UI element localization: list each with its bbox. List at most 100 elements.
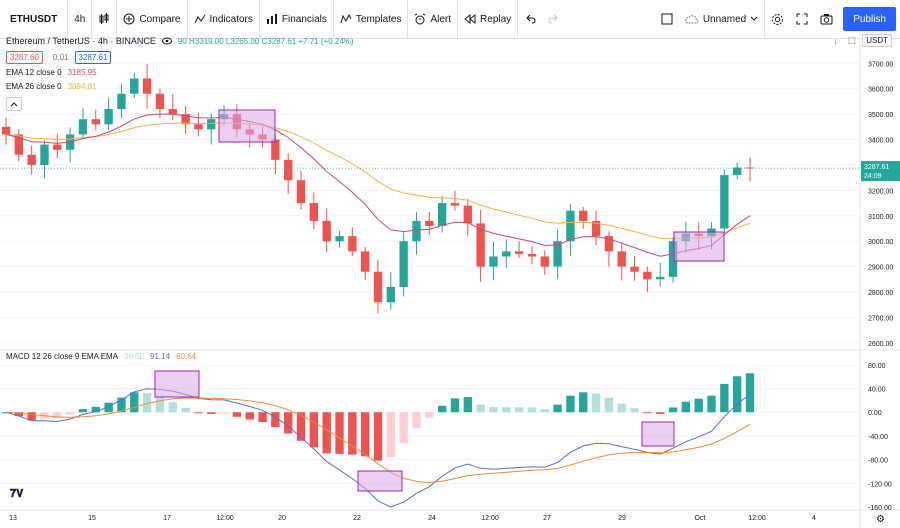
candle-body [425, 220, 434, 226]
macd-histogram-bar [271, 412, 280, 428]
symbol-search-button[interactable]: ETHUSDT [0, 0, 69, 38]
candle-body [322, 220, 331, 242]
templates-icon [340, 13, 352, 24]
price-tick-label: 3400.00 [868, 138, 893, 145]
currency-badge[interactable]: USDT [862, 34, 892, 47]
macd-histogram-bar [117, 397, 126, 413]
maximize-pane-icon[interactable]: ☐ [847, 36, 856, 46]
highlight-box-macd-2[interactable] [357, 470, 403, 492]
macd-histogram-bar [1, 412, 11, 414]
ohlc-values: 90 H3319.00 L3265.00 C3287.61 +7.71 (+0.… [177, 36, 354, 46]
rewind-icon [464, 13, 476, 25]
symbol-label: ETHUSDT [10, 13, 58, 25]
tradingview-logo[interactable]: 𝟕𝐕 [10, 488, 24, 500]
templates-label: Templates [355, 13, 402, 25]
time-tick-label: 12:00 [216, 515, 234, 522]
candle-body [361, 251, 370, 272]
macd-histogram-bar [181, 407, 190, 413]
publish-button[interactable]: Publish [843, 7, 896, 31]
collapse-legend-button[interactable] [6, 97, 22, 111]
macd-histogram-bar [232, 412, 242, 417]
macd-label[interactable]: MACD 12 26 close 9 EMA EMA [6, 352, 119, 361]
time-tick-label: 4 [812, 515, 816, 522]
candle-body [309, 203, 319, 221]
macd-histogram-bar [194, 412, 203, 414]
candle-body [514, 251, 524, 254]
redo-button[interactable] [542, 0, 566, 38]
layout-name-button[interactable]: Unnamed [679, 0, 766, 38]
interval-button[interactable]: 4h [68, 0, 93, 38]
macd-line [5, 388, 751, 508]
ema26-line [5, 122, 751, 240]
macd-histogram-bar [258, 412, 267, 422]
replay-button[interactable]: Replay [458, 0, 519, 38]
financials-button[interactable]: Financials [260, 0, 334, 38]
macd-histogram-bar [219, 412, 229, 414]
indicators-label: Indicators [209, 13, 253, 25]
highlight-box-price-1[interactable] [218, 109, 276, 143]
settings-button[interactable] [765, 0, 790, 38]
price-tick-label: 2900.00 [868, 265, 893, 272]
macd-histogram-bar [514, 407, 524, 413]
top-toolbar: ETHUSDT 4h Compare Indicators Financials… [0, 0, 900, 39]
plus-circle-icon [123, 13, 135, 25]
macd-histogram-bar [437, 405, 447, 413]
right-toolbar: Unnamed Publish [655, 0, 900, 38]
chart-canvas[interactable]: 3700.003600.003500.003400.003300.003200.… [0, 38, 900, 528]
time-tick-label: 29 [618, 515, 626, 522]
candle-body [104, 109, 113, 125]
macd-histogram-bar [502, 407, 511, 413]
fullscreen-button[interactable] [790, 0, 814, 38]
ema12-label[interactable]: EMA 12 close 0 [6, 67, 62, 77]
chart-type-button[interactable] [92, 0, 118, 38]
arrow-down-icon[interactable]: ↓ [833, 36, 838, 46]
candles-icon [99, 13, 109, 24]
macd-histogram-bar [604, 397, 614, 413]
snapshot-button[interactable] [814, 0, 839, 38]
chevron-down-icon [750, 16, 758, 21]
compare-button[interactable]: Compare [117, 0, 188, 38]
time-tick-label: 20 [278, 515, 286, 522]
time-tick-label: 24 [428, 515, 436, 522]
candle-body [437, 203, 447, 226]
macd-histogram-bar [348, 412, 357, 455]
ask-price[interactable]: 3287.61 [74, 50, 112, 64]
eye-icon[interactable] [161, 37, 172, 45]
bid-price[interactable]: 3287.60 [6, 50, 43, 64]
macd-histogram-bar [566, 395, 575, 413]
candle-body [579, 210, 588, 221]
macd-histogram-bar [142, 392, 152, 413]
templates-button[interactable]: Templates [334, 0, 409, 38]
undo-button[interactable] [518, 0, 542, 38]
macd-histogram-bar [579, 392, 588, 413]
macd-histogram-bar [361, 412, 370, 457]
candle-body [527, 253, 537, 257]
ema26-label[interactable]: EMA 26 close 0 [6, 81, 62, 91]
macd-histogram-bar [207, 412, 216, 414]
chevron-up-icon [10, 101, 18, 106]
highlight-box-price-2[interactable] [673, 231, 725, 262]
macd-line-value: 91.14 [150, 352, 171, 361]
indicators-button[interactable]: Indicators [188, 0, 260, 38]
macd-histogram-bar [27, 412, 36, 421]
candle-body [155, 93, 165, 110]
highlight-box-macd-1[interactable] [154, 370, 200, 398]
time-tick-label: 13 [9, 515, 17, 522]
macd-histogram-bar [412, 412, 421, 428]
macd-tick-label: -80.00 [868, 458, 888, 465]
candle-body [373, 271, 383, 303]
select-layout-checkbox[interactable] [655, 0, 679, 38]
undo-icon [526, 14, 536, 24]
price-tick-label: 3700.00 [868, 61, 893, 68]
price-tick-label: 2700.00 [868, 315, 893, 322]
macd-histogram-bar [373, 412, 383, 461]
ema26-value: 3094.81 [67, 81, 97, 91]
highlight-box-macd-3[interactable] [641, 421, 675, 447]
alert-button[interactable]: Alert [408, 0, 459, 38]
macd-histogram-bar [694, 398, 703, 413]
macd-tick-label: -120.00 [868, 481, 892, 488]
macd-histogram-bar [386, 412, 395, 458]
chart-settings-gear-icon[interactable]: ⚙ [876, 514, 885, 525]
candle-body [335, 236, 344, 242]
pane-controls: ↓ ☐ [833, 36, 856, 47]
